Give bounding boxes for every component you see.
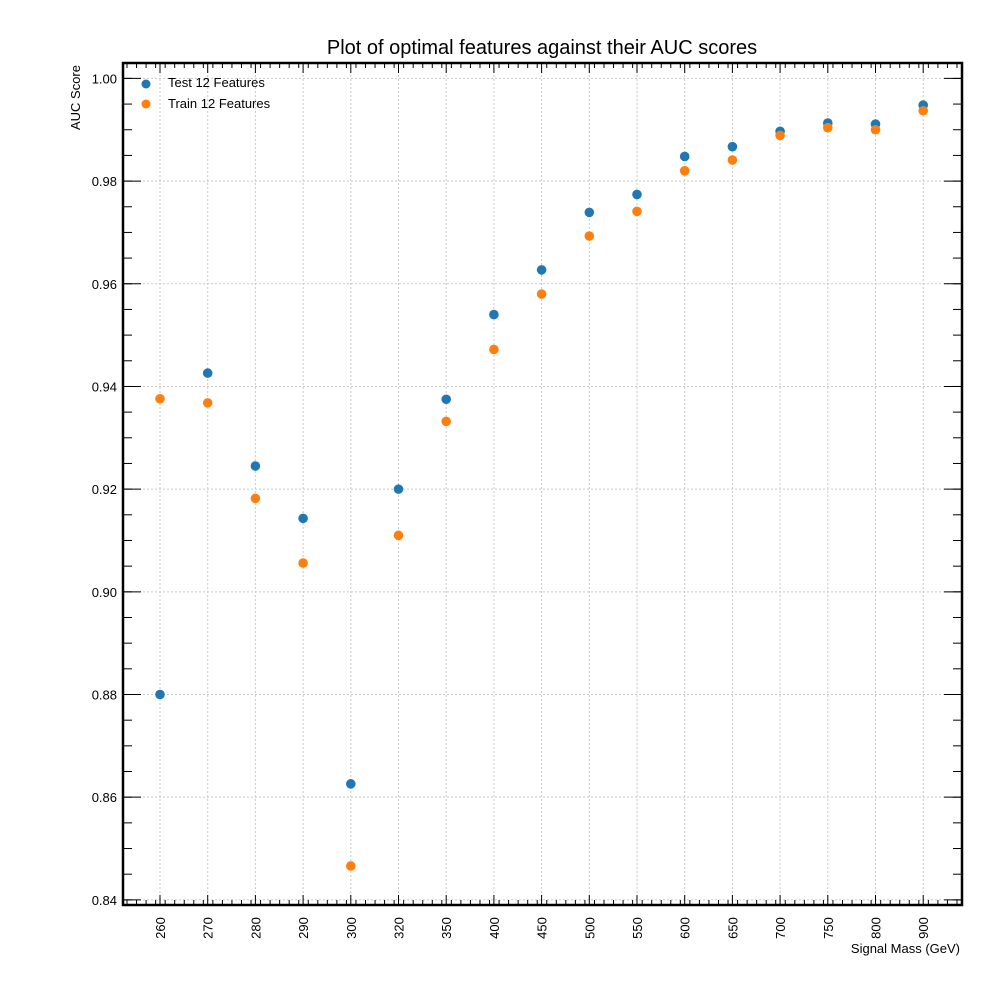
- train-point: [727, 155, 738, 165]
- train-point: [489, 344, 499, 355]
- y-tick-label: 0.92: [92, 482, 117, 497]
- x-tick-label: 450: [535, 917, 550, 939]
- train-point: [250, 493, 261, 504]
- test-point: [727, 141, 738, 152]
- test-point: [584, 207, 595, 218]
- test-point: [441, 394, 452, 405]
- x-tick-label: 700: [773, 917, 788, 939]
- x-tick-label: 320: [392, 917, 407, 939]
- train-point: [202, 398, 213, 408]
- data-points: [155, 100, 928, 871]
- y-axis-label: AUC Score: [68, 65, 83, 130]
- y-tick-labels: 0.84 0.86 0.88 0.90 0.92 0.94 0.96 0.98 1.00: [92, 71, 117, 907]
- train-point: [536, 289, 547, 299]
- test-point: [250, 461, 261, 471]
- train-point: [441, 416, 452, 427]
- train-point: [298, 558, 308, 568]
- x-tick-label: 400: [487, 917, 502, 939]
- x-tick-label: 500: [582, 917, 597, 939]
- grid: [123, 63, 962, 905]
- test-point: [393, 484, 404, 494]
- y-tick-label: 0.86: [92, 790, 117, 805]
- x-axis-label: Signal Mass (GeV): [851, 941, 960, 956]
- test-point: [346, 779, 356, 789]
- legend-marker-train: [141, 99, 151, 109]
- plot-frame: [121, 61, 964, 907]
- y-tick-label: 0.94: [92, 379, 117, 394]
- train-point: [632, 206, 642, 217]
- train-point: [775, 130, 785, 141]
- x-tick-label: 600: [678, 917, 693, 939]
- x-tick-label: 650: [725, 917, 740, 939]
- x-tick-label: 750: [821, 917, 836, 939]
- x-tick-label: 290: [296, 917, 311, 939]
- chart-title: Plot of optimal features against their A…: [327, 37, 757, 59]
- y-tick-label: 0.90: [92, 585, 117, 600]
- legend-marker-test: [141, 79, 151, 89]
- x-tick-label: 350: [439, 917, 454, 939]
- major-ticks: [123, 63, 962, 905]
- train-point: [584, 231, 595, 241]
- x-tick-label: 270: [201, 917, 216, 939]
- test-point: [536, 265, 547, 275]
- test-point: [489, 309, 499, 320]
- y-tick-label: 0.84: [92, 893, 117, 908]
- y-tick-label: 0.96: [92, 277, 117, 292]
- y-tick-label: 0.98: [92, 174, 117, 189]
- x-tick-label: 900: [916, 917, 931, 939]
- x-tick-label: 300: [344, 917, 359, 939]
- train-point: [155, 393, 165, 404]
- test-point: [155, 689, 165, 700]
- test-point: [298, 513, 308, 524]
- y-tick-label: 1.00: [92, 71, 117, 86]
- test-point: [679, 151, 690, 162]
- y-tick-label: 0.88: [92, 688, 117, 703]
- x-tick-label: 550: [630, 917, 645, 939]
- test-point: [202, 368, 213, 378]
- train-point: [823, 122, 833, 133]
- legend-label-train: Train 12 Features: [168, 96, 271, 111]
- train-point: [393, 530, 404, 541]
- legend-label-test: Test 12 Features: [168, 75, 265, 90]
- test-point: [632, 189, 642, 200]
- train-point: [870, 124, 881, 135]
- x-tick-label: 280: [248, 917, 263, 939]
- x-tick-labels: 260 270 280 290 300 320 350 400 450 500 550 600 650 7…: [153, 917, 931, 939]
- minor-ticks: [123, 63, 962, 905]
- legend: Test 12 Features Train 12 Features: [141, 75, 271, 111]
- train-point: [679, 166, 690, 176]
- train-point: [346, 861, 356, 871]
- train-point: [918, 105, 928, 116]
- x-tick-label: 800: [869, 917, 884, 939]
- x-tick-label: 260: [153, 917, 168, 939]
